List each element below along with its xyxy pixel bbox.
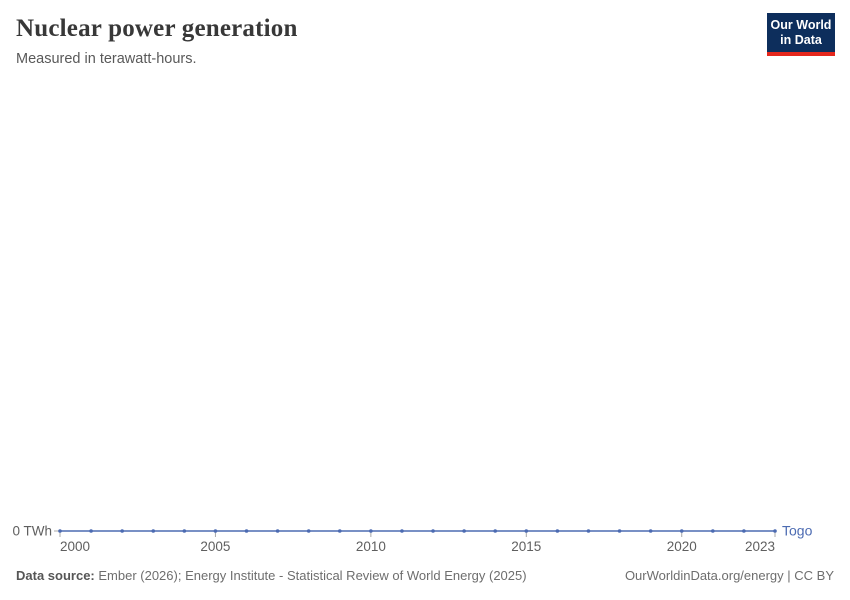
- owid-logo-red-bar: [767, 52, 835, 56]
- series-entity-label[interactable]: Togo: [782, 523, 813, 539]
- data-source-note: Data source: Ember (2026); Energy Instit…: [16, 568, 527, 584]
- data-point-marker: [275, 529, 280, 533]
- x-tick-label: 2010: [356, 539, 386, 554]
- data-point-marker: [524, 529, 529, 533]
- data-point-marker: [586, 529, 591, 533]
- owid-url-license-link[interactable]: OurWorldinData.org/energy | CC BY: [624, 568, 834, 583]
- data-point-marker: [369, 529, 373, 533]
- data-source-label: Data source:: [16, 568, 95, 583]
- chart-subtitle: Measured in terawatt-hours.: [16, 51, 197, 67]
- x-tick-label: 2023: [745, 539, 775, 554]
- data-point-marker: [306, 529, 311, 533]
- data-point-marker: [151, 529, 156, 533]
- data-point-marker: [213, 529, 218, 533]
- data-point-marker: [58, 529, 62, 533]
- data-point-marker: [462, 529, 466, 533]
- data-point-marker: [244, 529, 249, 533]
- data-point-marker: [617, 529, 622, 533]
- data-source-text: Ember (2026); Energy Institute - Statist…: [94, 568, 527, 583]
- owid-logo-line1: Our World: [770, 18, 832, 32]
- chart-footer: Data source: Ember (2026); Energy Instit…: [16, 568, 834, 584]
- chart-header: Nuclear power generation Measured in ter…: [16, 14, 750, 68]
- owid-logo[interactable]: Our World in Data: [767, 13, 835, 56]
- chart-title: Nuclear power generation: [16, 15, 298, 42]
- y-axis-zero-label: 0 TWh: [12, 524, 52, 539]
- data-point-marker: [400, 529, 404, 533]
- data-point-marker: [742, 529, 746, 533]
- data-point-marker: [182, 529, 187, 533]
- x-tick-label: 2000: [60, 539, 90, 554]
- data-point-marker: [711, 529, 715, 533]
- data-point-marker: [89, 529, 93, 533]
- owid-logo-line2: in Data: [780, 33, 822, 47]
- data-point-marker: [337, 529, 342, 533]
- data-point-marker: [431, 529, 435, 533]
- x-tick-label: 2005: [200, 539, 230, 554]
- x-tick-label: 2020: [667, 539, 697, 554]
- data-point-marker: [493, 529, 498, 533]
- data-point-marker: [120, 529, 124, 533]
- data-point-marker: [648, 529, 653, 533]
- owid-logo-box: Our World in Data: [767, 13, 835, 52]
- x-tick-label: 2015: [511, 539, 541, 554]
- data-point-marker: [773, 529, 777, 533]
- data-point-marker: [679, 529, 684, 533]
- data-point-marker: [555, 529, 560, 533]
